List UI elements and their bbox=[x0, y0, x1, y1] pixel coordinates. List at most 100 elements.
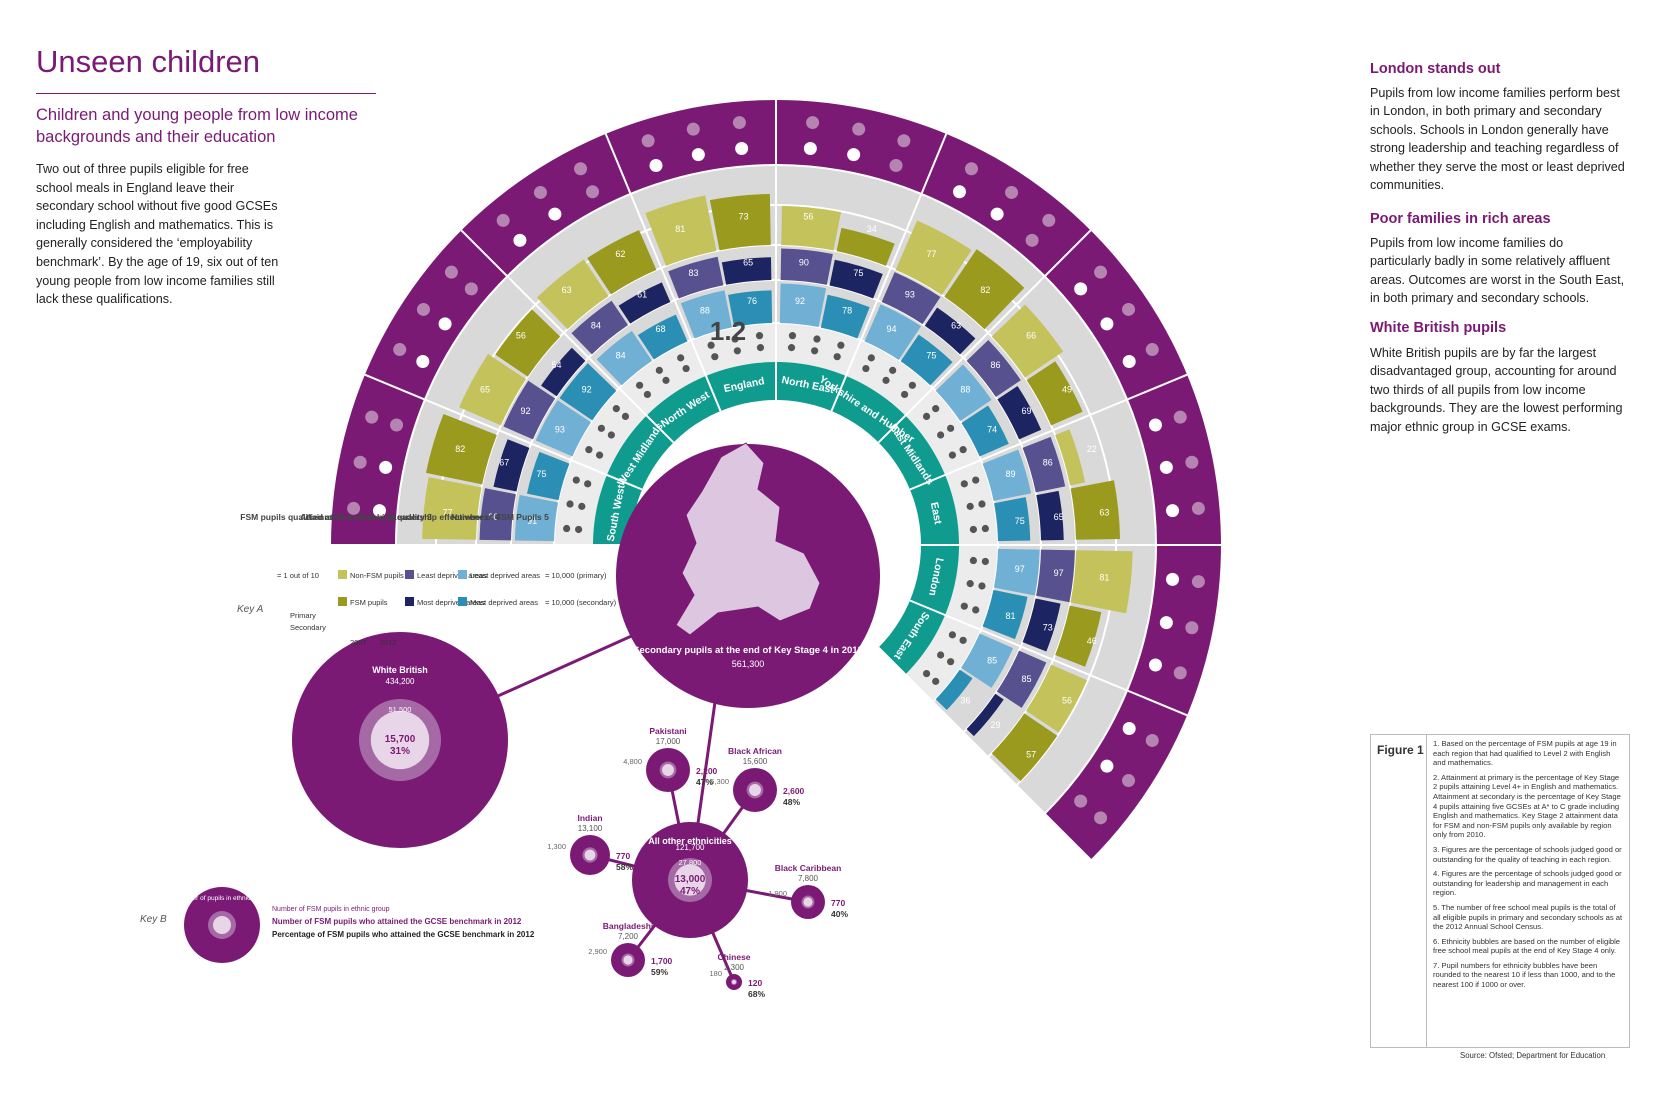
figure-note: 3. Figures are the percentage of schools… bbox=[1433, 844, 1622, 864]
fsm-pupil-icon bbox=[948, 631, 957, 639]
pupil-icon bbox=[964, 162, 978, 176]
fsm-pupil-icon bbox=[707, 341, 715, 349]
ethnicity-name: Black Caribbean bbox=[775, 863, 842, 873]
fsm-pupil-icon bbox=[960, 480, 968, 488]
ethnicity-percent: 48% bbox=[783, 797, 800, 807]
pupil-icon bbox=[1100, 759, 1114, 773]
teaching-bar bbox=[668, 256, 724, 299]
ethnicity-percent: 31% bbox=[390, 746, 410, 757]
pupil-icon bbox=[586, 185, 600, 199]
teaching-bar bbox=[881, 272, 941, 325]
fsm-pupil-icon bbox=[787, 344, 796, 352]
fsm-pupil-icon bbox=[867, 354, 875, 362]
ring-separator bbox=[364, 373, 643, 491]
fsm-pupil-icon bbox=[947, 658, 955, 666]
pupil-icon bbox=[1122, 355, 1136, 369]
pupil-icon bbox=[1025, 233, 1039, 247]
key-a-item: 2012 bbox=[380, 638, 397, 647]
pupil-icon bbox=[1074, 282, 1088, 296]
pupil-icon bbox=[1145, 733, 1159, 747]
pupil-icon bbox=[1122, 302, 1136, 316]
leadership-bar bbox=[596, 330, 653, 386]
pupil-icon bbox=[1094, 811, 1108, 825]
bar-value-label: 86 bbox=[1043, 458, 1053, 468]
teaching-bar bbox=[479, 488, 516, 541]
ethnicity-qualified: 120 bbox=[748, 978, 762, 988]
pupil-icon bbox=[1122, 721, 1136, 735]
ethnicity-bubble-core bbox=[370, 710, 430, 770]
ethnicity-bubble-core bbox=[731, 979, 737, 985]
ethnicity-name: Chinese bbox=[717, 952, 750, 962]
ethnicity-total: 7,200 bbox=[618, 932, 639, 941]
map-total: 561,300 bbox=[732, 659, 765, 669]
ring-label: Leadership effectiveness 4 bbox=[392, 512, 501, 522]
bar-value-label: 65 bbox=[1054, 512, 1064, 522]
key-a-item: Secondary bbox=[290, 623, 326, 632]
pupil-icon bbox=[1185, 455, 1199, 469]
bar-value-label: 73 bbox=[739, 212, 749, 222]
page-subtitle: Children and young people from low incom… bbox=[36, 106, 358, 146]
attainment-bar bbox=[645, 195, 717, 266]
pupil-icon bbox=[548, 207, 562, 221]
pupil-icon bbox=[641, 134, 655, 148]
bar-value-label: 92 bbox=[582, 385, 592, 395]
ethnicity-bubble-core bbox=[623, 955, 633, 965]
key-b-core bbox=[213, 916, 231, 934]
pupil-icon bbox=[347, 501, 361, 515]
fsm-pupil-icon bbox=[612, 405, 620, 413]
fsm-pupil-icon bbox=[677, 354, 685, 362]
pupil-icon bbox=[732, 116, 746, 130]
fsm-pupil-icon bbox=[655, 366, 663, 374]
bar-value-label: 57 bbox=[1026, 749, 1036, 759]
ethnicity-name: Indian bbox=[577, 813, 602, 823]
pupil-icon bbox=[1122, 774, 1136, 788]
key-swatch bbox=[458, 597, 467, 606]
fsm-pupil-icon bbox=[662, 376, 670, 384]
title-divider bbox=[36, 93, 376, 94]
ethnicity-name: Black African bbox=[728, 746, 782, 756]
teaching-bar bbox=[924, 307, 976, 355]
fsm-pupil-icon bbox=[932, 677, 940, 685]
key-a-item: Non-FSM pupils bbox=[350, 571, 404, 580]
figure-note: 2. Attainment at primary is the percenta… bbox=[1433, 772, 1621, 840]
attainment-bar bbox=[781, 205, 842, 251]
ethnicity-total: 17,000 bbox=[656, 737, 681, 746]
bar-value-label: 84 bbox=[591, 320, 601, 330]
ring-label: Number of FSM Pupils 5 bbox=[451, 512, 549, 522]
bar-value-label: 56 bbox=[516, 331, 526, 341]
pupil-icon bbox=[1148, 418, 1162, 432]
ethnicity-total: 13,100 bbox=[578, 824, 603, 833]
bar-value-label: 61 bbox=[637, 290, 647, 300]
fsm-pupil-icon bbox=[937, 651, 945, 659]
pupil-icon bbox=[889, 159, 903, 173]
teaching-bar bbox=[966, 693, 1004, 737]
ethnicity-qualified: 770 bbox=[831, 898, 845, 908]
pupil-icon bbox=[496, 213, 510, 227]
key-a-label: Key A bbox=[237, 604, 264, 615]
attainment-bar bbox=[991, 713, 1058, 782]
pupil-icon bbox=[1145, 343, 1159, 357]
fsm-pupil-icon bbox=[947, 424, 955, 432]
ring-separator bbox=[877, 646, 1092, 861]
key-a-item: Primary bbox=[290, 611, 316, 620]
ethnicity-total: 121,700 bbox=[676, 843, 705, 852]
leadership-bar bbox=[982, 589, 1028, 640]
figure-notes-box: Figure 1 1. Based on the percentage of F… bbox=[1370, 734, 1630, 1048]
leadership-bar bbox=[961, 405, 1009, 457]
leadership-bar bbox=[728, 290, 773, 327]
england-map: Secondary pupils at the end of Key Stage… bbox=[616, 442, 880, 708]
pupil-icon bbox=[1148, 658, 1162, 672]
bar-value-label: 88 bbox=[960, 385, 970, 395]
attainment-bar bbox=[425, 414, 497, 485]
fsm-pupil-icon bbox=[978, 500, 986, 508]
ethnicity-total: 434,200 bbox=[386, 677, 415, 686]
bar-value-label: 36 bbox=[960, 695, 970, 705]
bar-value-label: 94 bbox=[886, 324, 896, 334]
key-a-item: FSM pupils bbox=[350, 598, 388, 607]
key-swatch bbox=[338, 570, 347, 579]
bar-value-label: 56 bbox=[803, 212, 813, 222]
fsm-pupil-icon bbox=[966, 502, 974, 510]
key-b-label: Key B bbox=[140, 914, 167, 925]
bar-value-label: 74 bbox=[987, 425, 997, 435]
fsm-pupil-icon bbox=[937, 431, 945, 439]
